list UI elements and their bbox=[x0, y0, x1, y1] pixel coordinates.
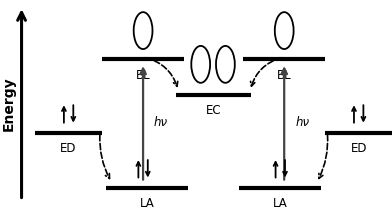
Text: hν: hν bbox=[154, 116, 168, 129]
Text: BL: BL bbox=[136, 69, 151, 82]
Text: Energy: Energy bbox=[2, 76, 16, 131]
Text: EC: EC bbox=[206, 104, 221, 118]
Text: ED: ED bbox=[350, 142, 367, 156]
Text: LA: LA bbox=[140, 197, 154, 210]
Text: LA: LA bbox=[273, 197, 288, 210]
Text: BL: BL bbox=[277, 69, 292, 82]
Text: ED: ED bbox=[60, 142, 77, 156]
Text: hν: hν bbox=[295, 116, 309, 129]
